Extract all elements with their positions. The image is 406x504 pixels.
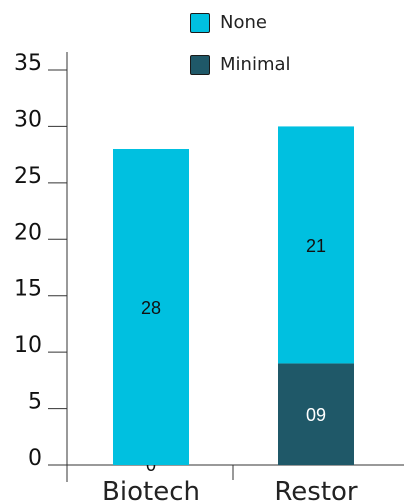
y-tick-label-0: 0 <box>28 446 42 471</box>
bar-none-biotech <box>113 149 189 465</box>
legend-label-none: None <box>220 12 267 33</box>
legend-swatch-minimal <box>190 54 210 75</box>
y-tick-label-2: 10 <box>14 333 42 358</box>
y-tick-label-1: 5 <box>28 390 42 415</box>
data-label-none-restor: 21 <box>306 236 326 256</box>
legend-item-minimal: Minimal <box>190 54 291 75</box>
y-tick-label-7: 35 <box>14 51 42 76</box>
y-tick-label-4: 20 <box>14 220 42 245</box>
bar-none-restor <box>278 126 354 364</box>
data-label-minimal-restor: 09 <box>306 405 326 425</box>
x-tick-label-restor: Restor <box>274 477 358 504</box>
y-tick-label-5: 25 <box>14 164 42 189</box>
x-tick-label-biotech: Biotech <box>102 477 200 504</box>
legend-item-none: None <box>190 12 267 33</box>
legend-label-minimal: Minimal <box>220 54 291 75</box>
bar-minimal-restor <box>278 363 354 465</box>
data-label-none-biotech: 28 <box>141 298 161 318</box>
y-tick-label-6: 30 <box>14 107 42 132</box>
legend-swatch-none <box>190 12 210 33</box>
y-tick-label-3: 15 <box>14 277 42 302</box>
